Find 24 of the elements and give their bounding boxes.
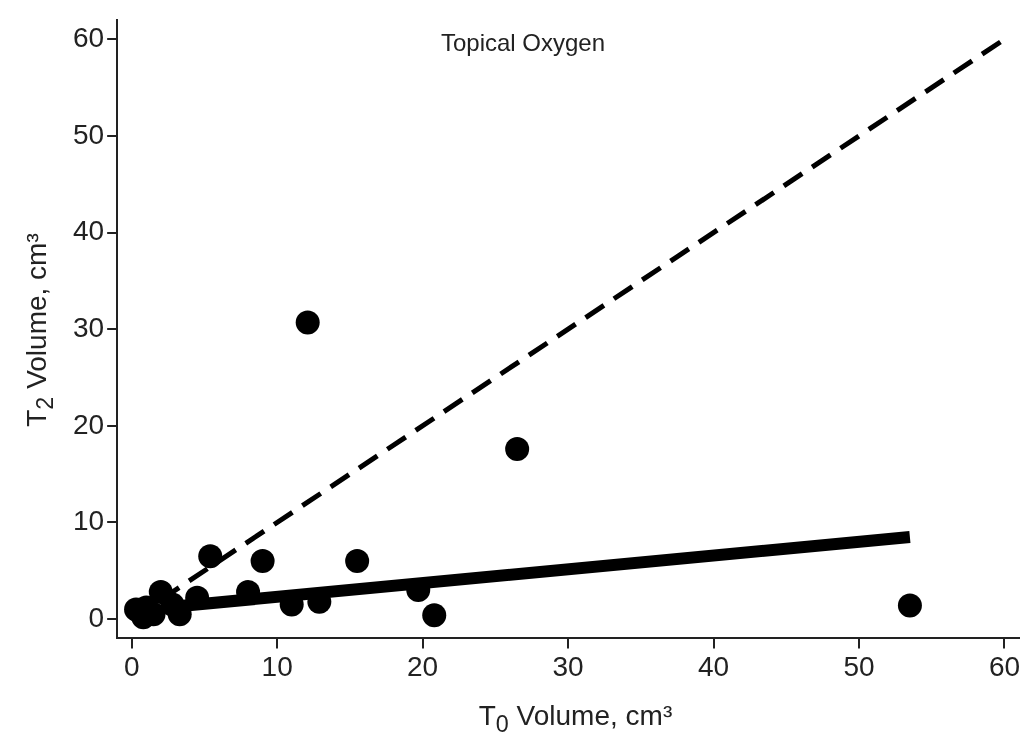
y-tick-label: 40 — [72, 215, 105, 247]
point — [505, 437, 530, 462]
point — [250, 549, 275, 574]
x-axis-title: T$_{0}$ Volume, cm³ — [477, 700, 674, 738]
y-tick-label: 50 — [72, 118, 105, 150]
y-tick-label: 60 — [72, 22, 105, 54]
x-tick-label: 60 — [988, 650, 1021, 682]
x-tick-label: 50 — [843, 650, 875, 682]
point — [160, 592, 185, 617]
point — [345, 549, 370, 574]
x-tick-label: 20 — [407, 650, 439, 682]
annotation: Topical Oxygen — [440, 28, 606, 56]
point — [422, 603, 447, 628]
x-tick-label: 30 — [552, 650, 584, 682]
y-tick-label: 30 — [72, 311, 105, 343]
point — [295, 310, 320, 335]
y-tick-label: 20 — [72, 408, 105, 440]
point — [198, 544, 223, 569]
point — [897, 593, 922, 618]
y-tick-label: 0 — [88, 601, 105, 633]
y-tick-label: 10 — [72, 505, 105, 537]
x-tick-label: 10 — [261, 650, 293, 682]
x-tick-label: 0 — [123, 650, 140, 682]
x-tick-label: 40 — [697, 650, 730, 682]
